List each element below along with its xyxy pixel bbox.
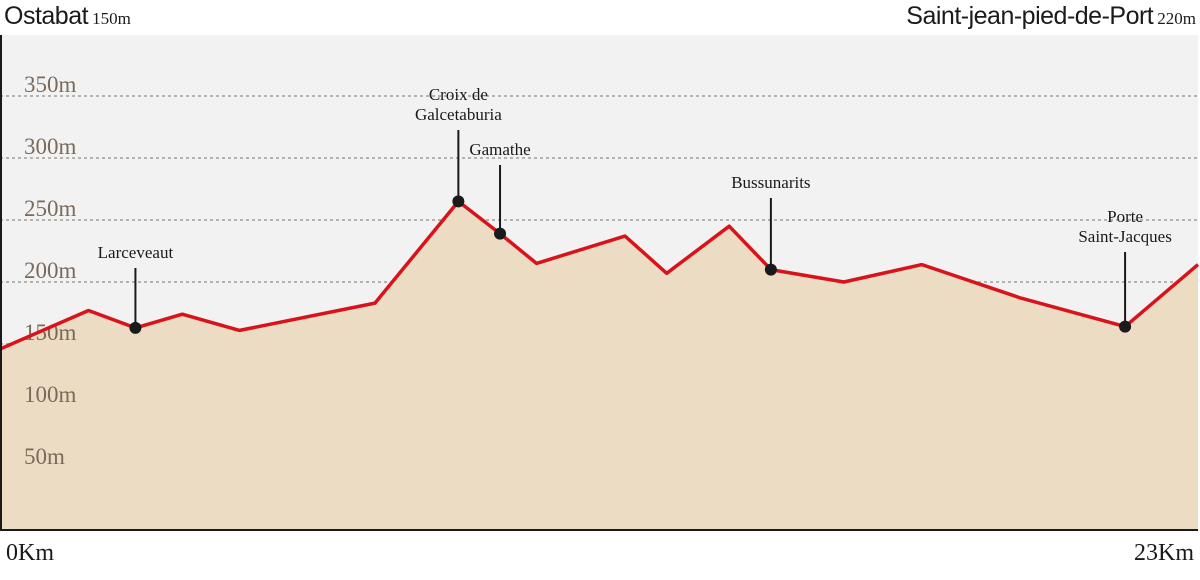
start-location-name: Ostabat (4, 2, 89, 30)
waypoint-marker (764, 263, 777, 276)
waypoints: Larceveaut Croix de Galcetaburia Gamathe Bus… (98, 85, 1172, 334)
distance-start-label: 0Km (6, 540, 54, 566)
waypoint-label: Gamathe (469, 140, 530, 159)
terrain-area (0, 201, 1198, 530)
y-tick-label: 350m (24, 72, 77, 97)
y-tick-label: 300m (24, 134, 77, 159)
y-tick-label: 50m (24, 444, 65, 469)
elevation-line (0, 199, 1200, 351)
end-location-name: Saint-jean-pied-de-Port (906, 2, 1154, 30)
waypoint-label: Croix de Galcetaburia (415, 85, 502, 124)
waypoint-marker (452, 195, 465, 208)
waypoint-label: Bussunarits (731, 173, 810, 192)
waypoint-marker (494, 227, 507, 240)
distance-end-label: 23Km (1134, 540, 1194, 566)
waypoint-marker (129, 321, 142, 334)
start-location-altitude: 150m (92, 9, 131, 28)
waypoint-marker (1119, 320, 1132, 333)
waypoint-label: Porte Saint-Jacques (1078, 207, 1171, 246)
end-location-altitude: 220m (1157, 9, 1196, 28)
y-axis-tick-labels: 50m 100m 150m 200m 250m 300m 350m (24, 72, 77, 469)
y-tick-label: 250m (24, 196, 77, 221)
y-tick-label: 100m (24, 382, 77, 407)
y-tick-label: 150m (24, 320, 77, 345)
waypoint-label: Larceveaut (98, 243, 174, 262)
end-location: Saint-jean-pied-de-Port 220m (906, 2, 1196, 31)
start-location: Ostabat 150m (4, 2, 131, 31)
y-tick-label: 200m (24, 258, 77, 283)
